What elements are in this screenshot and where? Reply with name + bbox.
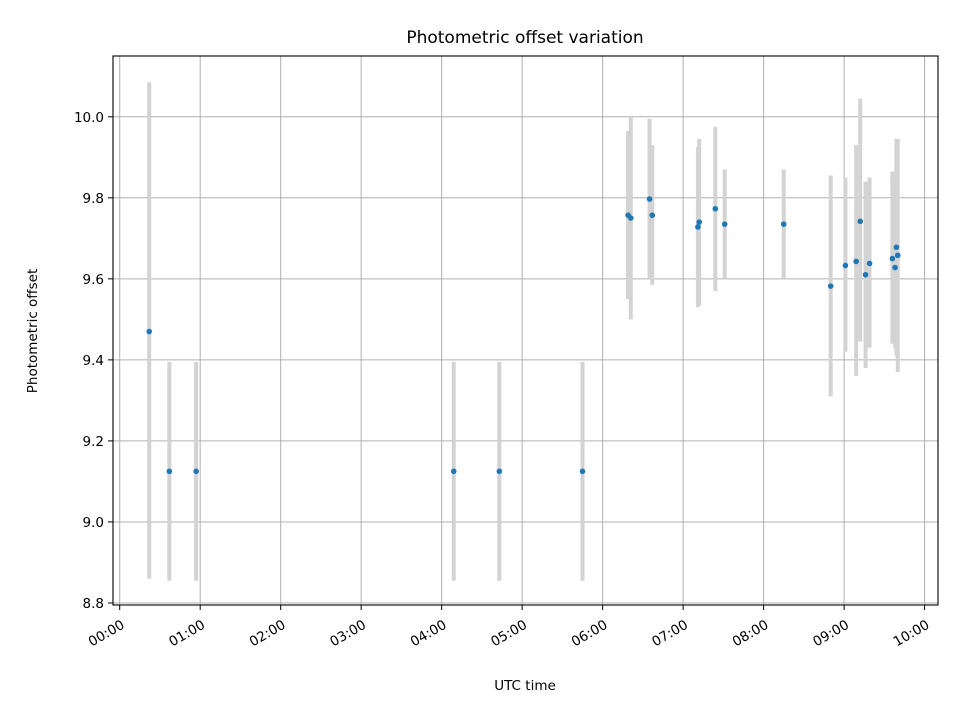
data-points [146, 196, 901, 475]
data-point [450, 468, 457, 475]
data-point [649, 212, 656, 219]
data-point [496, 468, 503, 475]
y-tick-label: 10.0 [74, 110, 104, 126]
data-point [853, 258, 859, 265]
data-point [862, 271, 869, 278]
x-axis-label: UTC time [494, 678, 556, 694]
plot-area [113, 56, 938, 605]
data-point [892, 264, 898, 271]
data-point [721, 221, 728, 227]
data-point [646, 196, 653, 202]
y-tick-label: 8.8 [83, 596, 104, 612]
y-tick-label: 9.8 [83, 191, 104, 207]
data-point [193, 468, 199, 475]
data-point [889, 255, 896, 262]
y-tick-label: 9.2 [83, 434, 104, 450]
data-point [866, 260, 873, 267]
data-point [827, 283, 834, 289]
y-tick-label: 9.0 [83, 515, 104, 531]
plot-frame [112, 55, 939, 606]
y-tick-label: 9.4 [83, 353, 104, 369]
data-point [695, 224, 701, 230]
data-point [579, 468, 586, 475]
data-point [166, 468, 173, 475]
data-point [146, 328, 153, 335]
data-point [842, 262, 849, 269]
data-point [894, 252, 901, 259]
data-point [712, 205, 719, 212]
y-axis-ticks: 8.8 9.0 9.2 9.4 9.6 9.8 10.0 [74, 110, 113, 612]
data-point [628, 215, 634, 221]
data-point [893, 244, 900, 251]
data-point [696, 219, 703, 225]
data-point [857, 218, 863, 225]
data-point [780, 221, 787, 227]
chart-title: Photometric offset variation [406, 28, 643, 48]
y-tick-label: 9.6 [83, 272, 104, 288]
y-axis-label: Photometric offset [25, 269, 41, 393]
